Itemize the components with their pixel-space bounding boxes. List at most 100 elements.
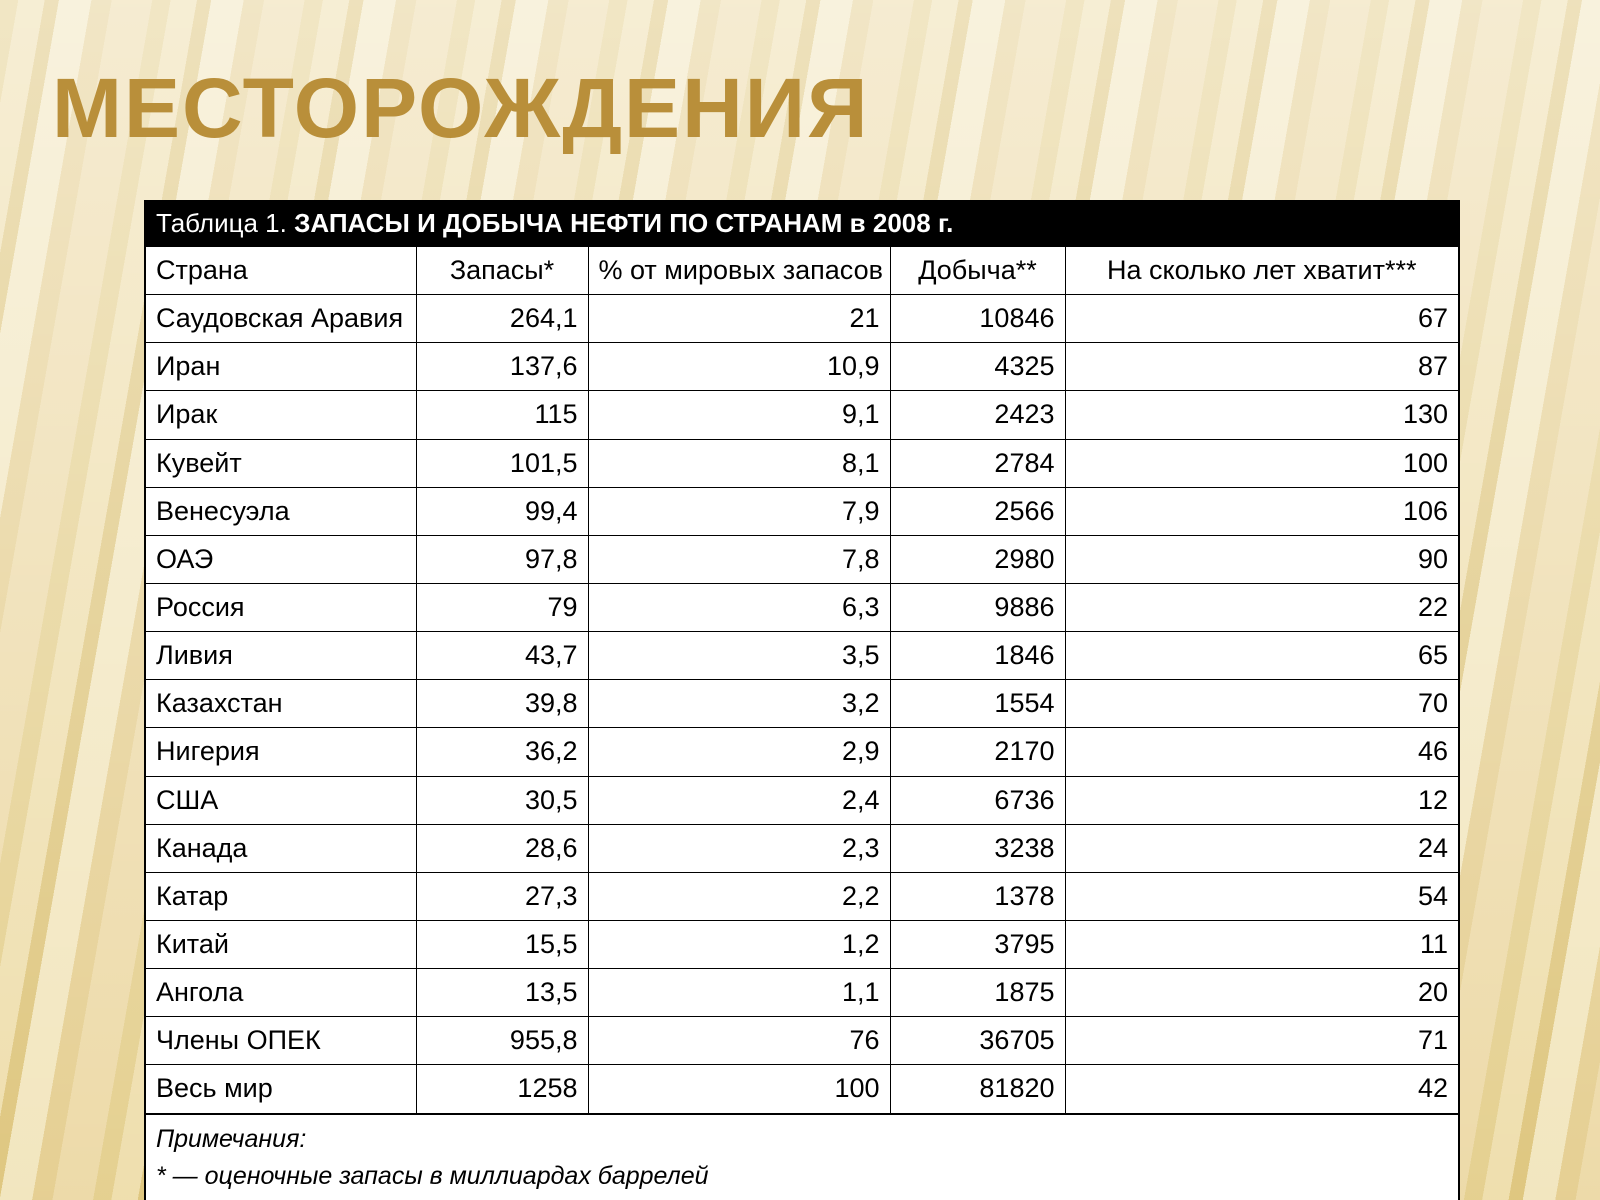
cell-value: 2,2 xyxy=(588,872,890,920)
cell-value: 6736 xyxy=(890,776,1065,824)
cell-value: 2,3 xyxy=(588,824,890,872)
cell-country: Ангола xyxy=(146,969,416,1017)
notes-header: Примечания: xyxy=(156,1121,1448,1159)
cell-value: 101,5 xyxy=(416,439,588,487)
cell-country: Кувейт xyxy=(146,439,416,487)
cell-value: 1378 xyxy=(890,872,1065,920)
cell-value: 71 xyxy=(1065,1017,1458,1065)
cell-value: 1846 xyxy=(890,632,1065,680)
column-header: % от мировых запасов xyxy=(588,247,890,295)
cell-value: 87 xyxy=(1065,343,1458,391)
cell-value: 36,2 xyxy=(416,728,588,776)
cell-value: 24 xyxy=(1065,824,1458,872)
table-row: Иран137,610,9432587 xyxy=(146,343,1458,391)
cell-value: 3,2 xyxy=(588,680,890,728)
cell-country: США xyxy=(146,776,416,824)
cell-value: 264,1 xyxy=(416,295,588,343)
cell-value: 27,3 xyxy=(416,872,588,920)
cell-value: 54 xyxy=(1065,872,1458,920)
cell-country: Китай xyxy=(146,920,416,968)
cell-value: 46 xyxy=(1065,728,1458,776)
cell-value: 15,5 xyxy=(416,920,588,968)
cell-value: 2,4 xyxy=(588,776,890,824)
column-header: На сколько лет хватит*** xyxy=(1065,247,1458,295)
cell-value: 2423 xyxy=(890,391,1065,439)
data-table: СтранаЗапасы*% от мировых запасовДобыча*… xyxy=(146,247,1458,1114)
table-row: Россия796,3988622 xyxy=(146,583,1458,631)
column-header: Запасы* xyxy=(416,247,588,295)
table-row: Нигерия36,22,9217046 xyxy=(146,728,1458,776)
table-header-row: СтранаЗапасы*% от мировых запасовДобыча*… xyxy=(146,247,1458,295)
cell-value: 70 xyxy=(1065,680,1458,728)
cell-value: 28,6 xyxy=(416,824,588,872)
table-row: Кувейт101,58,12784100 xyxy=(146,439,1458,487)
cell-value: 115 xyxy=(416,391,588,439)
cell-value: 2980 xyxy=(890,535,1065,583)
cell-value: 955,8 xyxy=(416,1017,588,1065)
cell-value: 67 xyxy=(1065,295,1458,343)
cell-country: Россия xyxy=(146,583,416,631)
cell-value: 11 xyxy=(1065,920,1458,968)
note-line: * — оценочные запасы в миллиардах баррел… xyxy=(156,1158,1448,1196)
note-line: ** — в тысячах баррелей в день xyxy=(156,1196,1448,1200)
cell-value: 43,7 xyxy=(416,632,588,680)
table-row: Ирак1159,12423130 xyxy=(146,391,1458,439)
cell-value: 7,8 xyxy=(588,535,890,583)
cell-country: ОАЭ xyxy=(146,535,416,583)
table-row: Венесуэла99,47,92566106 xyxy=(146,487,1458,535)
table-row: ОАЭ97,87,8298090 xyxy=(146,535,1458,583)
table-container: Таблица 1. ЗАПАСЫ И ДОБЫЧА НЕФТИ ПО СТРА… xyxy=(144,200,1460,1200)
cell-value: 100 xyxy=(588,1065,890,1113)
cell-value: 79 xyxy=(416,583,588,631)
caption-prefix: Таблица 1. xyxy=(156,208,287,238)
cell-value: 10,9 xyxy=(588,343,890,391)
table-row: Китай15,51,2379511 xyxy=(146,920,1458,968)
table-row: Ангола13,51,1187520 xyxy=(146,969,1458,1017)
cell-value: 65 xyxy=(1065,632,1458,680)
cell-value: 81820 xyxy=(890,1065,1065,1113)
cell-value: 2566 xyxy=(890,487,1065,535)
cell-country: Члены ОПЕК xyxy=(146,1017,416,1065)
cell-value: 13,5 xyxy=(416,969,588,1017)
cell-value: 8,1 xyxy=(588,439,890,487)
cell-value: 39,8 xyxy=(416,680,588,728)
cell-value: 99,4 xyxy=(416,487,588,535)
cell-value: 22 xyxy=(1065,583,1458,631)
cell-value: 1554 xyxy=(890,680,1065,728)
cell-value: 2170 xyxy=(890,728,1065,776)
slide-title: МЕСТОРОЖДЕНИЯ xyxy=(52,60,869,157)
cell-country: Венесуэла xyxy=(146,487,416,535)
column-header: Добыча** xyxy=(890,247,1065,295)
cell-country: Ирак xyxy=(146,391,416,439)
cell-value: 90 xyxy=(1065,535,1458,583)
cell-country: Саудовская Аравия xyxy=(146,295,416,343)
cell-value: 3238 xyxy=(890,824,1065,872)
cell-value: 1,2 xyxy=(588,920,890,968)
cell-value: 2784 xyxy=(890,439,1065,487)
cell-value: 137,6 xyxy=(416,343,588,391)
cell-country: Иран xyxy=(146,343,416,391)
cell-value: 4325 xyxy=(890,343,1065,391)
table-row: Весь мир12581008182042 xyxy=(146,1065,1458,1113)
cell-country: Весь мир xyxy=(146,1065,416,1113)
table-row: США30,52,4673612 xyxy=(146,776,1458,824)
cell-value: 3,5 xyxy=(588,632,890,680)
cell-value: 9886 xyxy=(890,583,1065,631)
cell-value: 2,9 xyxy=(588,728,890,776)
cell-value: 1258 xyxy=(416,1065,588,1113)
table-body: Саудовская Аравия264,1211084667Иран137,6… xyxy=(146,295,1458,1113)
table-notes: Примечания: * — оценочные запасы в милли… xyxy=(146,1114,1458,1200)
cell-value: 36705 xyxy=(890,1017,1065,1065)
cell-value: 130 xyxy=(1065,391,1458,439)
table-row: Члены ОПЕК955,8763670571 xyxy=(146,1017,1458,1065)
cell-value: 20 xyxy=(1065,969,1458,1017)
column-header: Страна xyxy=(146,247,416,295)
table-row: Саудовская Аравия264,1211084667 xyxy=(146,295,1458,343)
cell-value: 1875 xyxy=(890,969,1065,1017)
cell-value: 42 xyxy=(1065,1065,1458,1113)
cell-value: 30,5 xyxy=(416,776,588,824)
table-row: Казахстан39,83,2155470 xyxy=(146,680,1458,728)
table-row: Ливия43,73,5184665 xyxy=(146,632,1458,680)
caption-main: ЗАПАСЫ И ДОБЫЧА НЕФТИ ПО СТРАНАМ в 2008 … xyxy=(294,208,953,238)
table-row: Катар27,32,2137854 xyxy=(146,872,1458,920)
